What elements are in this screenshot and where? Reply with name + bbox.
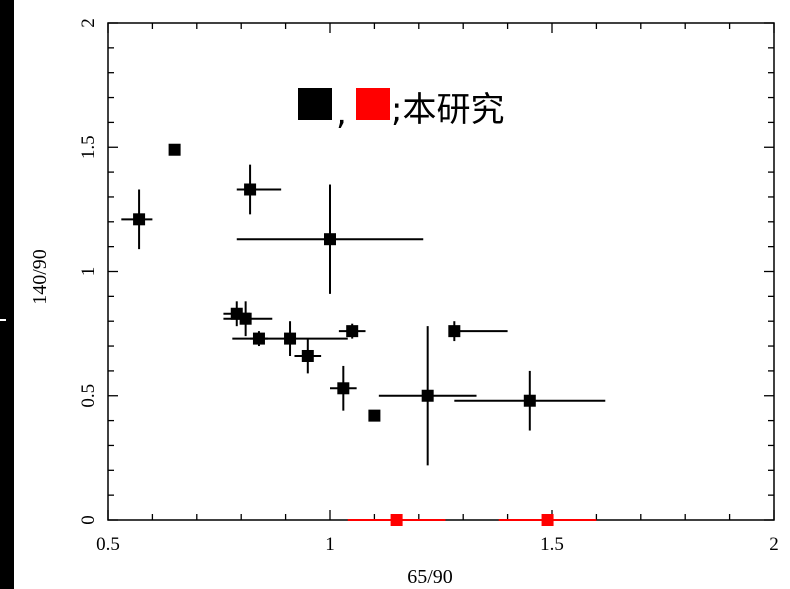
y-tick-label: 1.5 [78, 135, 99, 159]
x-axis-label: 65/90 [407, 566, 453, 588]
data-point-black [337, 382, 350, 395]
x-tick-label: 2 [769, 534, 779, 555]
data-point-black [368, 409, 381, 422]
x-tick-labels: 0.5 1 1.5 2 [96, 534, 779, 555]
y-tick-labels: 0 0.5 1 1.5 2 [78, 18, 99, 525]
legend-swatch-black [298, 88, 332, 120]
x-tick-label: 1.5 [540, 534, 564, 555]
data-point-black [284, 332, 297, 345]
data-markers [133, 143, 554, 526]
legend: , ;本研究 [298, 88, 504, 133]
data-point-black [523, 394, 536, 407]
data-point-black [301, 349, 314, 362]
data-point-red [390, 514, 403, 526]
data-point-black [239, 312, 252, 325]
y-tick-label: 2 [78, 18, 99, 28]
data-point-black [168, 143, 181, 156]
data-point-black [346, 325, 359, 338]
legend-swatch-red [356, 88, 390, 120]
y-tick-label: 0 [78, 515, 99, 525]
data-point-red [541, 514, 554, 526]
legend-separator: , [336, 93, 347, 133]
data-point-black [448, 325, 461, 338]
data-point-black [252, 332, 265, 345]
y-tick-label: 0.5 [78, 384, 99, 408]
left-margin-strip [0, 0, 14, 589]
x-tick-label: 1 [325, 534, 335, 555]
legend-text: ;本研究 [391, 90, 504, 130]
data-point-black [244, 183, 257, 196]
data-point-black [324, 233, 336, 246]
y-tick-label: 1 [78, 267, 99, 277]
y-axis-label: 140/90 [29, 249, 51, 305]
x-tick-label: 0.5 [96, 534, 120, 555]
figure-background [14, 0, 790, 589]
data-point-black [133, 213, 146, 226]
data-point-black [421, 389, 434, 402]
